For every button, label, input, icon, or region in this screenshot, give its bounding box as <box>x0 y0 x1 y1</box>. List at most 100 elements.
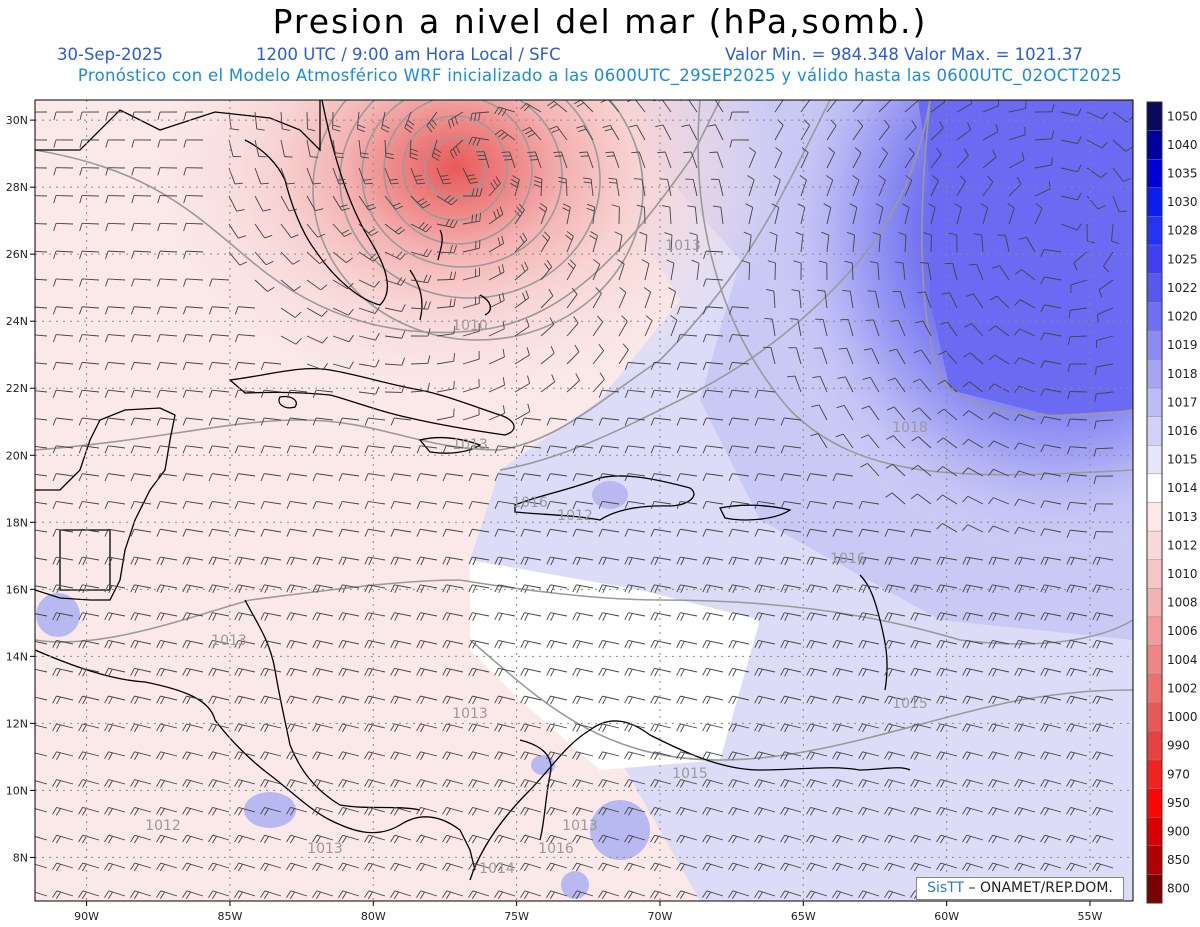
isobar-label: 1013 <box>452 706 488 722</box>
lon-label: 75W <box>504 910 529 923</box>
wind-barb <box>390 445 412 454</box>
wind-barb <box>860 434 880 449</box>
wind-barb <box>1098 279 1114 298</box>
wind-barb <box>79 195 100 204</box>
wind-barb <box>130 862 152 872</box>
wind-barb <box>806 473 828 482</box>
wind-barb <box>683 151 698 169</box>
wind-barb <box>234 473 256 482</box>
wind-barb <box>234 834 256 844</box>
wind-barb <box>1112 195 1128 213</box>
wind-barb <box>886 435 906 449</box>
legend-label: 1008 <box>1167 596 1198 610</box>
wind-barb <box>598 612 620 621</box>
legend-swatch <box>1146 187 1163 217</box>
wind-barb <box>846 231 856 253</box>
wind-barb <box>650 834 672 844</box>
wind-barb <box>1008 100 1027 113</box>
wind-barb <box>962 381 984 393</box>
wind-barb <box>780 584 802 594</box>
wind-barb <box>208 445 230 454</box>
wind-barb <box>962 495 984 505</box>
wind-barb <box>988 525 1010 533</box>
wind-barb <box>852 175 860 197</box>
wind-barb <box>182 306 204 315</box>
wind-barb <box>364 445 386 454</box>
wind-barb <box>234 612 256 621</box>
wind-barb <box>748 147 756 169</box>
wind-barb <box>650 612 672 621</box>
lake-maracaibo <box>519 739 552 841</box>
wind-barb <box>962 806 984 816</box>
wind-barb <box>988 612 1010 621</box>
wind-barb <box>962 640 984 649</box>
wind-barb <box>260 528 282 537</box>
wind-barb <box>910 584 932 594</box>
wind-barb <box>156 612 178 621</box>
lat-label: 30N <box>6 114 28 127</box>
legend-swatch <box>1146 159 1163 189</box>
legend-swatch <box>1146 616 1163 646</box>
isobar-label: 1016 <box>830 551 866 567</box>
wind-barb <box>156 862 178 872</box>
wind-barb <box>182 473 204 482</box>
wind-barb <box>572 862 594 872</box>
wind-barb <box>546 806 568 816</box>
wind-barb <box>104 667 126 677</box>
wind-barb <box>702 417 724 426</box>
wind-barb <box>806 806 828 816</box>
wind-barb <box>306 223 326 238</box>
wind-barb <box>468 834 490 844</box>
wind-barb <box>980 203 989 225</box>
wind-barb <box>624 640 646 649</box>
wind-barb <box>104 361 126 371</box>
wind-barb <box>546 612 568 621</box>
wind-barb <box>890 319 906 337</box>
wind-barb <box>390 612 412 621</box>
wind-barb <box>53 111 74 120</box>
wind-barb <box>1040 332 1062 341</box>
wind-barb <box>35 278 48 281</box>
wind-barb <box>260 751 282 760</box>
wind-barb <box>468 723 490 733</box>
wind-barb <box>462 167 479 184</box>
wind-barb <box>910 723 932 733</box>
wind-barb <box>501 151 516 169</box>
wind-barb <box>806 834 828 844</box>
wind-barb <box>35 557 48 561</box>
wind-barb <box>910 493 932 505</box>
wind-barb <box>78 361 100 371</box>
wind-barb <box>208 584 230 594</box>
wind-barb <box>280 195 298 212</box>
legend-label: 1013 <box>1167 510 1198 524</box>
wind-barb <box>849 203 858 225</box>
wind-barb <box>260 695 282 705</box>
wind-barb <box>1066 556 1088 566</box>
wind-barb <box>1060 164 1082 173</box>
wind-barb <box>442 779 464 788</box>
wind-barb <box>884 528 906 537</box>
wind-barb <box>818 260 828 281</box>
wind-barb <box>728 890 750 900</box>
wind-barb <box>312 834 334 844</box>
wind-barb <box>1040 388 1062 397</box>
wind-barb <box>410 301 431 310</box>
wind-barb <box>1066 723 1088 733</box>
wind-barb <box>35 250 48 253</box>
wind-barb <box>312 640 334 649</box>
wind-barb <box>832 556 854 566</box>
wind-barb <box>384 384 405 393</box>
wind-barb <box>962 834 984 844</box>
wind-barb <box>488 377 505 393</box>
wind-barb <box>576 125 594 141</box>
wind-barb <box>130 806 152 816</box>
wind-barb <box>182 584 204 594</box>
wind-barb <box>436 380 455 393</box>
wind-barb <box>875 203 884 225</box>
wind-barb <box>436 167 452 185</box>
wind-barb <box>988 556 1010 566</box>
wind-barb <box>208 389 230 398</box>
wind-barb <box>312 584 334 594</box>
cuba-island <box>228 367 515 436</box>
